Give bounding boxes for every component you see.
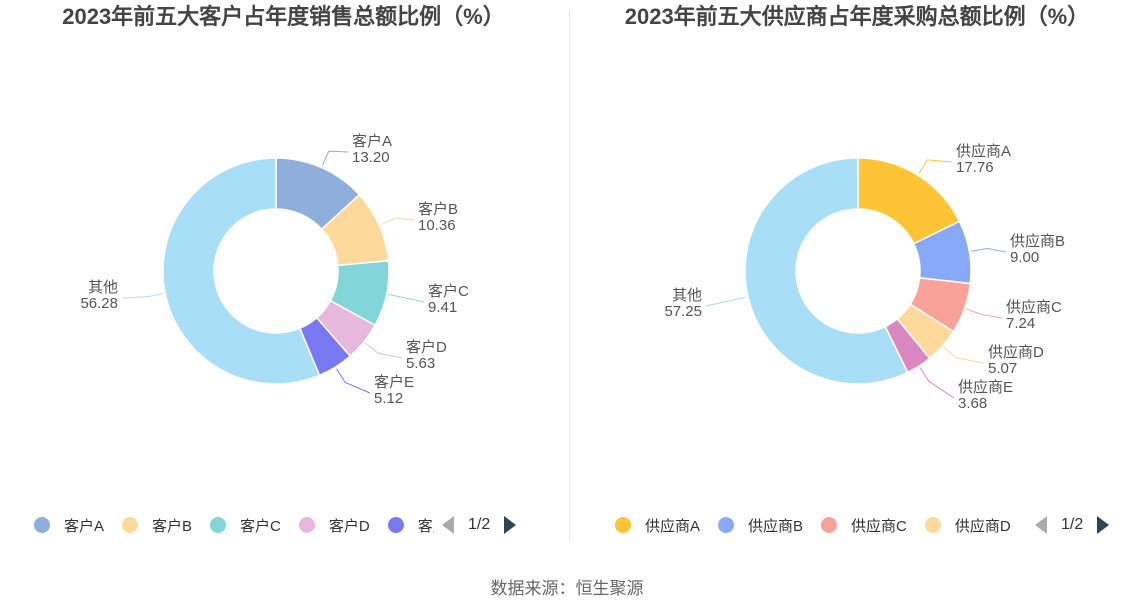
legend: 供应商A 供应商B 供应商C 供应商D 1/2 [615, 512, 1110, 538]
leader-line [321, 150, 349, 166]
legend-item[interactable]: 客户B [122, 515, 192, 536]
legend-item[interactable]: 客户A [34, 515, 104, 536]
legend-item[interactable]: 客户C [210, 515, 281, 536]
prev-page-icon[interactable] [442, 516, 454, 534]
legend-item[interactable]: 客户E [387, 515, 434, 536]
slice-label-value: 5.63 [406, 355, 435, 372]
customer-chart-panel: 2023年前五大客户占年度销售总额比例（%） 客户A 13.20 客户B 10.36 客… [0, 0, 567, 560]
slice-label-value: 10.36 [418, 217, 456, 234]
legend-swatch [34, 517, 50, 533]
legend-swatch [821, 517, 838, 533]
legend-label: 供应商A [645, 517, 701, 535]
legend-item[interactable]: 客户D [298, 515, 370, 536]
next-page-icon[interactable] [1097, 516, 1110, 534]
legend-label: 供应商B [748, 517, 804, 535]
legend-page-indicator: 1/2 [1061, 516, 1084, 533]
legend-swatch [298, 517, 315, 533]
slice-label-name: 客户B [418, 201, 458, 218]
legend-item[interactable]: 供应商C [821, 515, 907, 536]
legend-label: 供应商C [851, 517, 907, 535]
legend-items: 供应商A 供应商B 供应商C 供应商D [615, 515, 1027, 536]
chart-title: 2023年前五大客户占年度销售总额比例（%） [62, 4, 505, 29]
legend-label: 客户A [64, 517, 105, 535]
slice-label-name: 客户C [428, 283, 469, 300]
leader-line [705, 296, 747, 307]
legend-item[interactable]: 供应商B [718, 515, 803, 536]
slice-label-value: 5.12 [374, 390, 403, 407]
legend-items: 客户A 客户B 客户C 客户D 客户E [34, 515, 434, 536]
slice-label-name: 其他 [88, 279, 118, 296]
slice-label-value: 57.25 [664, 303, 702, 320]
legend-swatch [387, 517, 404, 533]
panel-divider [569, 10, 570, 540]
slice-label-name: 供应商B [1010, 232, 1065, 250]
leader-line [336, 368, 371, 394]
legend-pager: 1/2 [442, 516, 517, 534]
legend-swatch [718, 517, 735, 533]
legend-pager: 1/2 [1035, 516, 1110, 534]
slice-label-name: 其他 [672, 287, 702, 304]
next-page-icon[interactable] [504, 516, 517, 534]
legend-label: 客户B [152, 517, 193, 535]
legend-page-indicator: 1/2 [468, 516, 491, 533]
prev-page-icon[interactable] [1035, 516, 1047, 534]
leader-line [966, 308, 1003, 319]
slice-label-name: 供应商C [1006, 298, 1062, 316]
data-source-note: 数据来源：恒生聚源 [490, 579, 644, 598]
pie-slice[interactable] [744, 157, 909, 385]
leader-line [971, 248, 1007, 253]
legend-label: 客户D [328, 517, 370, 535]
slice-label-name: 客户A [352, 133, 392, 150]
supplier-chart-panel: 2023年前五大供应商占年度采购总额比例（%） 供应商A 17.76 供应商B 9.0… [567, 0, 1134, 560]
leader-line [919, 367, 955, 399]
chart-title: 2023年前五大供应商占年度采购总额比例（%） [624, 4, 1090, 29]
pie-slice[interactable] [162, 157, 321, 385]
legend-item[interactable]: 供应商A [615, 515, 700, 536]
leader-line [918, 159, 953, 174]
slice-label-name: 供应商E [958, 378, 1013, 396]
legend: 客户A 客户B 客户C 客户D 客户E 1/2 [34, 512, 517, 538]
slice-label-value: 17.76 [956, 159, 994, 176]
leader-line [380, 217, 415, 225]
legend-swatch [615, 517, 631, 533]
legend-swatch [210, 517, 227, 533]
legend-label: 客户E [417, 517, 434, 535]
slice-label-value: 3.68 [958, 395, 987, 412]
slice-label-value: 5.07 [988, 360, 1017, 377]
legend-item[interactable]: 供应商D [924, 515, 1011, 536]
legend-swatch [122, 517, 139, 533]
legend-label: 客户C [240, 517, 281, 535]
legend-swatch [924, 517, 941, 533]
slice-label-name: 供应商A [956, 142, 1011, 160]
slice-label-value: 9.00 [1010, 249, 1039, 266]
leader-line [121, 293, 164, 299]
slice-label-value: 7.24 [1006, 315, 1035, 332]
leader-line [365, 342, 403, 359]
slice-label-name: 客户E [374, 374, 414, 391]
slice-label-name: 供应商D [988, 343, 1044, 361]
slice-label-value: 9.41 [428, 299, 457, 316]
legend-label: 供应商D [954, 517, 1011, 535]
leader-line [943, 346, 985, 364]
slice-label-value: 56.28 [80, 295, 118, 312]
slice-label-value: 13.20 [352, 149, 390, 166]
leader-line [388, 293, 425, 303]
slice-label-name: 客户D [406, 339, 447, 356]
